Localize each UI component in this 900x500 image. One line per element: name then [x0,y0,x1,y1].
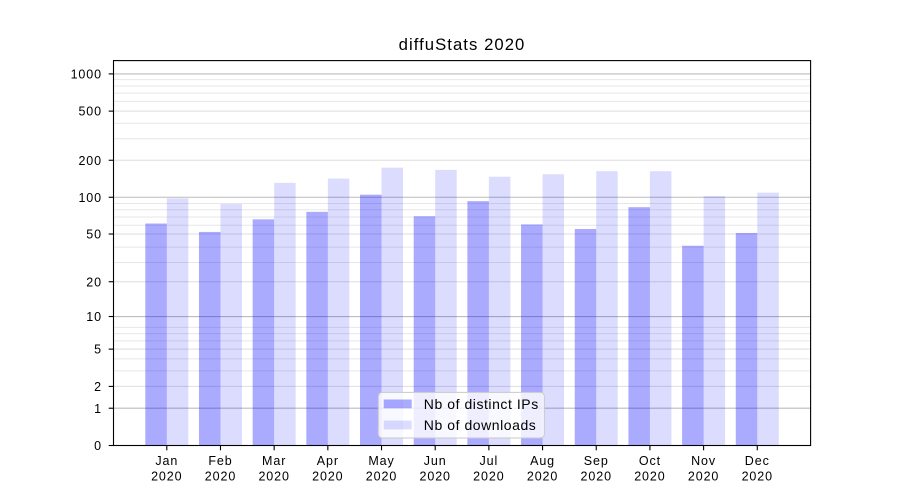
svg-text:2020: 2020 [205,470,236,484]
svg-text:Mar: Mar [262,454,286,468]
svg-text:1000: 1000 [71,67,102,81]
svg-text:100: 100 [78,191,102,205]
svg-text:1: 1 [94,402,102,416]
svg-text:diffuStats 2020: diffuStats 2020 [399,35,526,54]
svg-text:2020: 2020 [581,470,612,484]
svg-text:20: 20 [86,275,102,289]
svg-text:Aug: Aug [530,454,555,468]
svg-text:Dec: Dec [745,454,770,468]
svg-text:2020: 2020 [473,470,504,484]
svg-text:May: May [368,454,394,468]
svg-text:2020: 2020 [419,470,450,484]
svg-text:2020: 2020 [312,470,343,484]
svg-text:0: 0 [94,439,102,453]
svg-text:Jul: Jul [480,454,499,468]
svg-text:50: 50 [86,228,102,242]
svg-text:Nov: Nov [691,454,716,468]
svg-text:2020: 2020 [366,470,397,484]
svg-text:500: 500 [78,105,102,119]
svg-text:Oct: Oct [639,454,661,468]
svg-text:10: 10 [86,310,102,324]
svg-text:200: 200 [78,154,102,168]
svg-text:Sep: Sep [584,454,609,468]
svg-text:Nb of distinct IPs: Nb of distinct IPs [424,396,539,412]
svg-text:2: 2 [94,380,102,394]
svg-text:2020: 2020 [634,470,665,484]
svg-text:2020: 2020 [151,470,182,484]
svg-text:2020: 2020 [688,470,719,484]
svg-text:2020: 2020 [527,470,558,484]
svg-text:Jun: Jun [424,454,447,468]
svg-text:Apr: Apr [317,454,339,468]
svg-text:Jan: Jan [155,454,178,468]
svg-text:2020: 2020 [742,470,773,484]
svg-text:Feb: Feb [208,454,232,468]
svg-text:2020: 2020 [258,470,289,484]
svg-text:Nb of downloads: Nb of downloads [424,417,537,433]
svg-text:5: 5 [94,343,102,357]
